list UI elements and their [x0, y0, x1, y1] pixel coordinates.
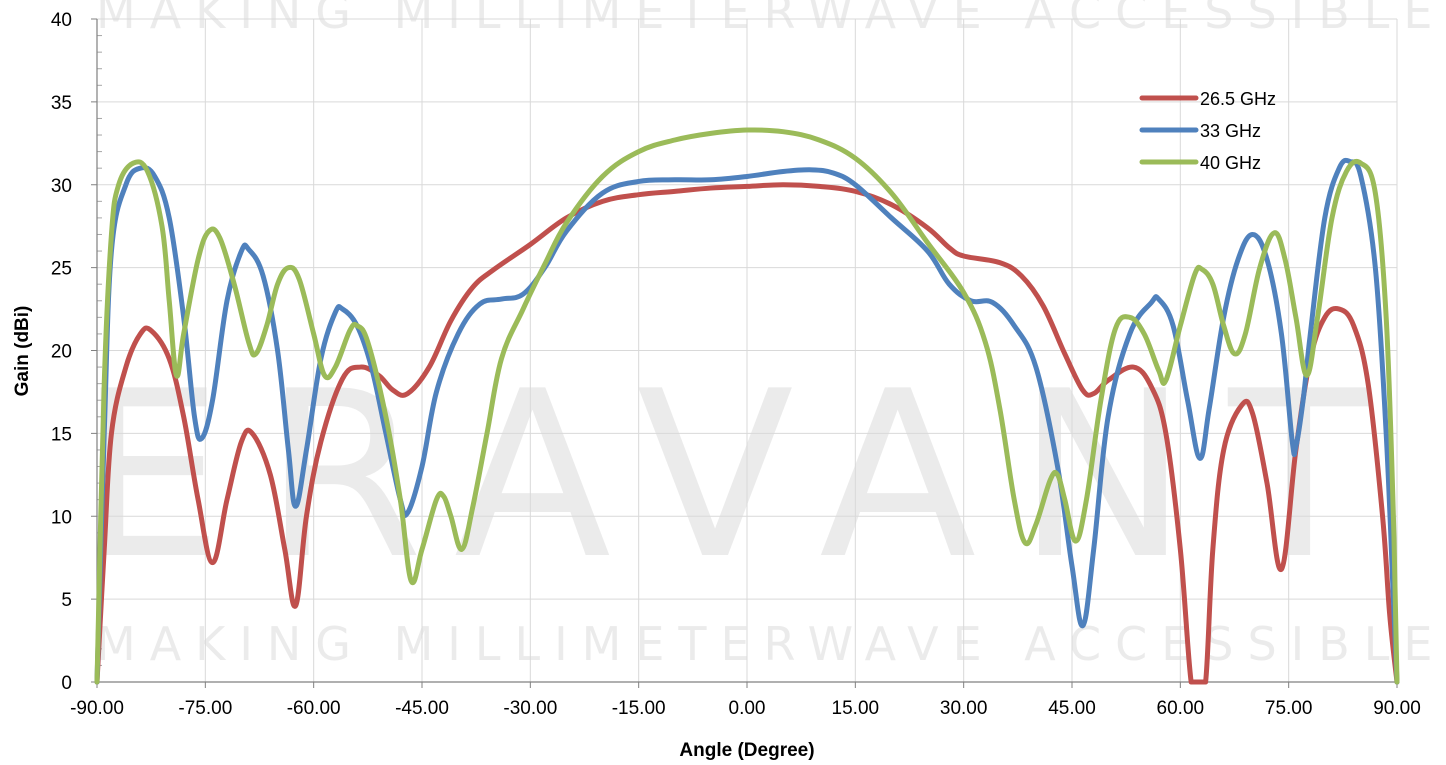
x-tick-label: -75.00	[178, 698, 232, 719]
series-lines	[94, 127, 1400, 685]
x-tick-label: 0.00	[729, 698, 766, 719]
y-tick-label: 0	[61, 673, 72, 694]
x-tick-label: -90.00	[70, 698, 124, 719]
y-tick-label: 30	[51, 176, 72, 197]
y-tick-label: 40	[51, 10, 72, 31]
x-tick-label: -45.00	[395, 698, 449, 719]
tick-labels: -90.00 -75.00 -60.00 -45.00 -30.00 -15.00 0.00…	[51, 10, 1421, 719]
legend-label-26-5-ghz: 26.5 GHz	[1200, 89, 1276, 109]
legend-label-33-ghz: 33 GHz	[1200, 121, 1261, 141]
x-tick-label: -30.00	[503, 698, 557, 719]
x-tick-label: 60.00	[1157, 698, 1205, 719]
x-tick-label: -60.00	[287, 698, 341, 719]
x-tick-label: 45.00	[1048, 698, 1096, 719]
watermark-tagline-bottom: MAKING MILLIMETERWAVE ACCESSIBLE	[96, 617, 1446, 671]
series-line-26-5-ghz	[94, 182, 1400, 685]
x-tick-label: 30.00	[940, 698, 988, 719]
legend-label-40-ghz: 40 GHz	[1200, 153, 1261, 173]
y-tick-label: 20	[51, 342, 72, 363]
series-line-33-ghz	[94, 157, 1400, 685]
x-axis-title: Angle (Degree)	[679, 740, 814, 761]
series-line-40-ghz	[94, 127, 1400, 685]
legend: 26.5 GHz 33 GHz 40 GHz	[1139, 89, 1276, 173]
y-tick-label: 25	[51, 259, 72, 280]
y-tick-label: 15	[51, 424, 72, 445]
y-tick-label: 35	[51, 93, 72, 114]
gridlines	[97, 18, 1398, 682]
x-tick-label: -15.00	[612, 698, 666, 719]
y-axis-title: Gain (dBi)	[12, 306, 33, 397]
x-tick-label: 75.00	[1265, 698, 1313, 719]
y-tick-label: 10	[51, 507, 72, 528]
x-tick-label: 15.00	[832, 698, 880, 719]
x-tick-label: 90.00	[1373, 698, 1421, 719]
y-tick-label: 5	[61, 590, 72, 611]
